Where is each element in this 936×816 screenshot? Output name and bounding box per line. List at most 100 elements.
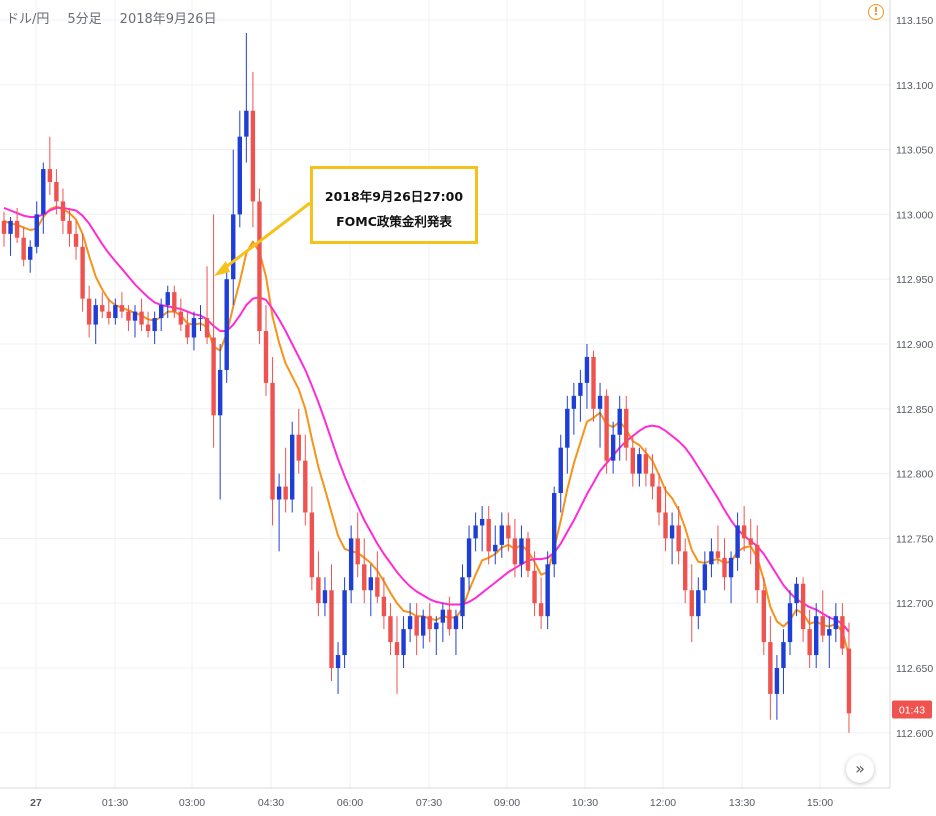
candle-body	[512, 538, 518, 565]
date-label: 2018年9月26日	[119, 12, 217, 27]
candle-body	[394, 642, 400, 656]
candle-body	[407, 616, 413, 630]
candle-body	[322, 590, 328, 604]
y-tick-label: 112.600	[896, 728, 933, 740]
candle-body	[86, 298, 92, 325]
candle-body	[683, 551, 688, 591]
candle-body	[519, 538, 524, 565]
candle-body	[728, 557, 734, 578]
annotation-box: 2018年9月26日27:00 FOMC政策金利発表	[310, 166, 478, 244]
chart-header: ドル/円 5分足 2018年9月26日	[6, 8, 235, 27]
candle-body	[276, 486, 282, 500]
candle-body	[348, 538, 354, 591]
candle-body	[473, 525, 478, 539]
last-price-tag: 01:43	[892, 700, 932, 719]
candle-body	[447, 609, 452, 630]
time-axis[interactable]: 27 01:30 03:00 04:30 06:00 07:30 09:00 10:30 12:…	[0, 787, 890, 809]
candle-body	[198, 318, 203, 320]
candle-body	[846, 648, 852, 714]
candle-body	[499, 525, 504, 545]
candle-body	[591, 356, 596, 409]
candle-body	[355, 538, 360, 565]
candle-body	[466, 538, 472, 578]
candle-body	[421, 616, 426, 636]
candle-body	[637, 454, 642, 474]
annotation-arrowhead	[214, 261, 230, 276]
candle-body	[159, 305, 164, 319]
candle-body	[493, 544, 498, 552]
x-tick-label: 07:30	[416, 797, 442, 809]
candle-body	[290, 434, 295, 500]
candle-body	[335, 655, 341, 668]
y-tick-label: 112.850	[896, 404, 933, 416]
double-chevron-right-icon[interactable]: »	[846, 755, 874, 783]
moving-average-lines	[3, 205, 850, 656]
candle-body	[715, 551, 721, 558]
candle-body	[303, 460, 308, 513]
candle-body	[663, 512, 668, 539]
candle-body	[748, 538, 753, 545]
candle-body	[139, 311, 144, 325]
candle-body	[833, 616, 839, 630]
x-tick-label: 12:00	[650, 797, 676, 809]
candle-body	[296, 434, 301, 461]
candle-body	[73, 233, 79, 247]
candle-body	[624, 408, 629, 448]
x-tick-label: 06:00	[337, 797, 363, 809]
y-tick-label: 113.000	[896, 209, 933, 221]
candle-body	[565, 408, 570, 448]
candle-body	[80, 246, 85, 299]
candle-body	[257, 201, 262, 332]
candle-body	[486, 518, 491, 552]
candle-body	[93, 305, 98, 325]
candle-body	[165, 292, 170, 306]
candle-body	[538, 603, 544, 617]
candle-body	[676, 525, 681, 552]
candle-body	[584, 356, 590, 383]
alert-circle-icon[interactable]: !	[868, 4, 884, 20]
y-tick-label: 112.800	[896, 469, 933, 481]
price-axis[interactable]: 113.150 113.100 113.050 113.000 112.950 112.9…	[889, 0, 933, 788]
candle-body	[244, 110, 249, 137]
x-tick-label: 03:00	[179, 797, 205, 809]
y-tick-label: 113.150	[896, 15, 933, 27]
candle-body	[440, 609, 446, 623]
y-tick-label: 113.050	[896, 145, 933, 157]
candle-body	[755, 544, 760, 591]
candle-body	[656, 486, 662, 513]
candle-body	[381, 596, 387, 617]
candle-body	[329, 590, 334, 668]
candle-body	[8, 220, 13, 234]
candle-body	[145, 324, 151, 332]
candle-body	[768, 642, 773, 694]
annotation-arrow	[214, 201, 311, 276]
candle-body	[316, 577, 321, 604]
candle-body	[1, 220, 7, 234]
candle-body	[178, 311, 184, 325]
candle-body	[172, 292, 177, 312]
x-tick-label: 01:30	[102, 797, 128, 809]
candle-body	[696, 590, 701, 617]
candle-body	[60, 201, 66, 221]
candle-body	[800, 583, 806, 630]
candle-body	[617, 408, 622, 435]
candle-body	[362, 564, 367, 591]
candle-body	[552, 493, 557, 565]
candle-body	[67, 220, 72, 234]
x-tick-label: 15:00	[807, 797, 833, 809]
annotation-pointer-line	[221, 201, 311, 272]
candle-body	[263, 331, 269, 383]
candle-body	[532, 570, 537, 604]
candle-body	[807, 629, 812, 656]
candle-body	[604, 395, 609, 461]
candle-body	[571, 395, 577, 409]
grid-lines	[0, 0, 890, 788]
y-tick-label: 112.900	[896, 339, 933, 351]
x-tick-label: 10:30	[572, 797, 598, 809]
candle-body	[401, 629, 406, 656]
candle-body	[597, 395, 603, 409]
candle-body	[414, 616, 419, 636]
candle-body	[41, 169, 46, 215]
y-tick-label: 112.950	[896, 274, 933, 286]
